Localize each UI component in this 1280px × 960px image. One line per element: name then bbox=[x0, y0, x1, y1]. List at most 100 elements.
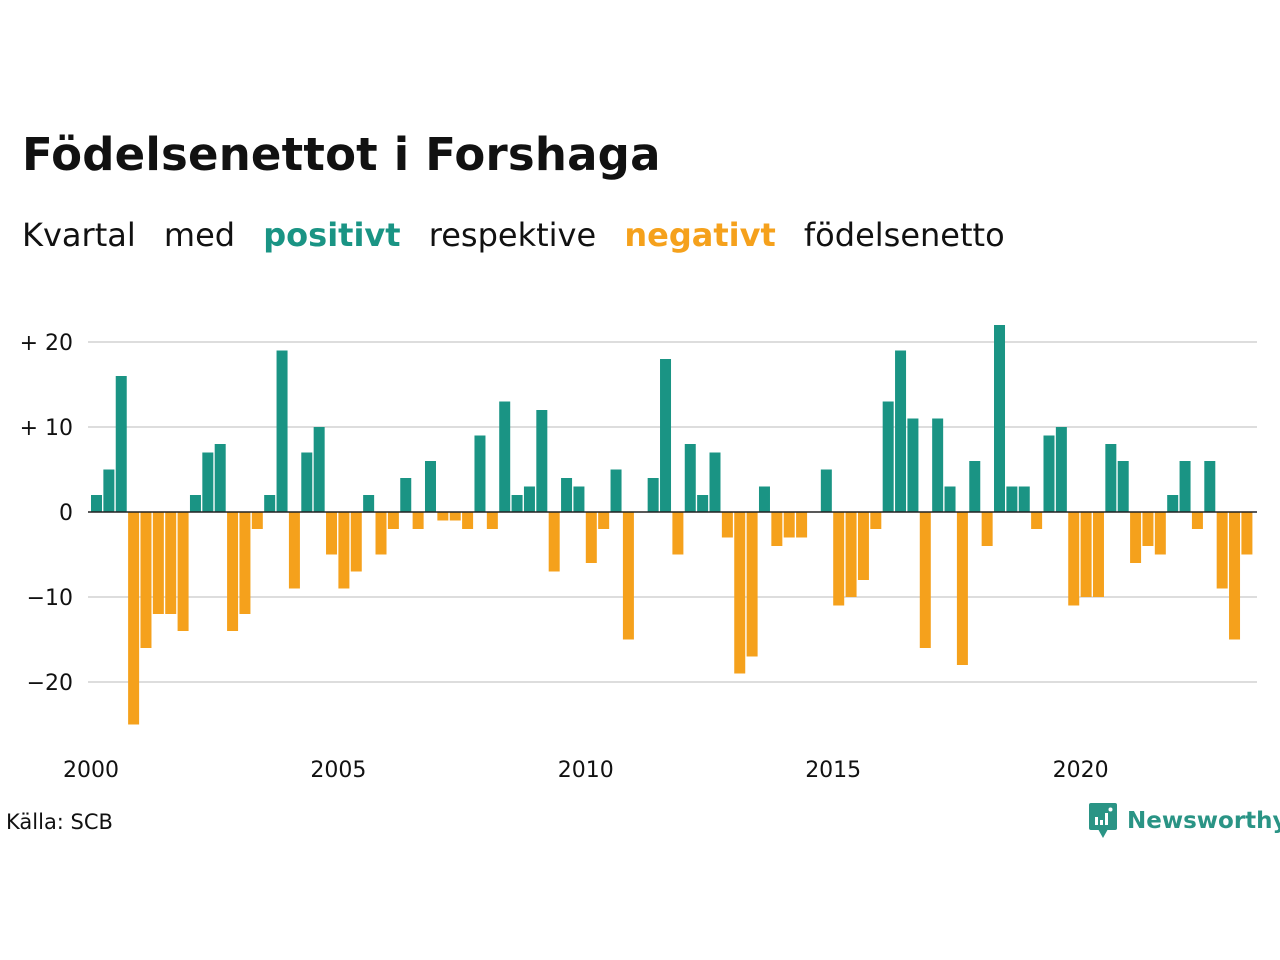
bar-positive bbox=[474, 435, 486, 512]
bar-positive bbox=[301, 452, 313, 512]
subtitle-positive-label: positivt bbox=[263, 216, 401, 254]
bar-positive bbox=[264, 495, 276, 512]
bar-positive bbox=[684, 444, 696, 512]
bar-negative bbox=[833, 512, 845, 606]
bar-negative bbox=[796, 512, 808, 538]
bar-positive bbox=[276, 350, 288, 512]
x-tick-label: 2015 bbox=[805, 758, 861, 783]
subtitle-word: med bbox=[163, 216, 236, 254]
bar-negative bbox=[1154, 512, 1166, 555]
subtitle-word: födelsenetto bbox=[803, 216, 1005, 254]
y-tick-label: −20 bbox=[27, 671, 73, 696]
y-tick-label: 0 bbox=[59, 501, 73, 526]
bar-negative bbox=[239, 512, 251, 614]
bar-positive bbox=[969, 461, 981, 512]
bar-negative bbox=[721, 512, 733, 538]
bar-positive bbox=[932, 418, 944, 512]
bar-positive bbox=[895, 350, 907, 512]
bar-negative bbox=[152, 512, 164, 614]
bars bbox=[91, 325, 1253, 725]
bar-positive bbox=[1055, 427, 1067, 512]
y-tick-label: + 10 bbox=[20, 416, 73, 441]
x-tick-label: 2010 bbox=[558, 758, 614, 783]
bar-negative bbox=[449, 512, 461, 521]
bar-negative bbox=[734, 512, 746, 674]
bar-negative bbox=[338, 512, 350, 589]
bar-positive bbox=[1117, 461, 1129, 512]
bar-negative bbox=[1068, 512, 1080, 606]
bar-positive bbox=[647, 478, 659, 512]
bar-positive bbox=[1105, 444, 1117, 512]
brand-logo-link[interactable]: Newsworthy bbox=[1088, 802, 1280, 840]
bar-positive bbox=[1006, 486, 1018, 512]
bar-negative bbox=[622, 512, 634, 640]
chart-title: Födelsenettot i Forshaga bbox=[22, 128, 661, 181]
bar-positive bbox=[363, 495, 375, 512]
bar-negative bbox=[598, 512, 610, 529]
bar-negative bbox=[326, 512, 338, 555]
x-tick-label: 2000 bbox=[63, 758, 119, 783]
bar-positive bbox=[944, 486, 956, 512]
subtitle-negative-label: negativt bbox=[624, 216, 776, 254]
bar-positive bbox=[610, 469, 622, 512]
bar-positive bbox=[660, 359, 672, 512]
bar-negative bbox=[845, 512, 857, 597]
bar-positive bbox=[1018, 486, 1030, 512]
bar-positive bbox=[573, 486, 585, 512]
bar-positive bbox=[1043, 435, 1055, 512]
bar-positive bbox=[1167, 495, 1179, 512]
bar-positive bbox=[561, 478, 573, 512]
bar-negative bbox=[1216, 512, 1228, 589]
bar-negative bbox=[251, 512, 263, 529]
bar-negative bbox=[857, 512, 869, 580]
bar-negative bbox=[981, 512, 993, 546]
bar-negative bbox=[1241, 512, 1253, 555]
bar-positive bbox=[536, 410, 548, 512]
subtitle-word: respektive bbox=[428, 216, 597, 254]
bar-negative bbox=[227, 512, 239, 631]
bar-positive bbox=[115, 376, 127, 512]
bar-negative bbox=[1031, 512, 1043, 529]
bar-negative bbox=[1191, 512, 1203, 529]
y-axis-labels: + 20 + 10 0 −10 −20 bbox=[20, 331, 73, 696]
bar-negative bbox=[486, 512, 498, 529]
bar-negative bbox=[771, 512, 783, 546]
bar-negative bbox=[412, 512, 424, 529]
x-axis-labels: 2000 2005 2010 2015 2020 bbox=[63, 758, 1109, 783]
bar-positive bbox=[523, 486, 535, 512]
y-tick-label: + 20 bbox=[20, 331, 73, 356]
bar-negative bbox=[1229, 512, 1241, 640]
bar-positive bbox=[400, 478, 412, 512]
bar-positive bbox=[202, 452, 214, 512]
bar-negative bbox=[870, 512, 882, 529]
bar-positive bbox=[1179, 461, 1191, 512]
bar-negative bbox=[548, 512, 560, 572]
bar-positive bbox=[697, 495, 709, 512]
bar-positive bbox=[994, 325, 1006, 512]
bar-positive bbox=[882, 401, 894, 512]
newsworthy-logo-icon bbox=[1089, 803, 1117, 838]
bar-negative bbox=[919, 512, 931, 648]
bar-positive bbox=[424, 461, 436, 512]
bar-negative bbox=[387, 512, 399, 529]
bar-negative bbox=[1142, 512, 1154, 546]
brand-name: Newsworthy bbox=[1127, 808, 1280, 834]
bar-positive bbox=[709, 452, 721, 512]
bar-positive bbox=[511, 495, 523, 512]
bar-positive bbox=[91, 495, 102, 512]
bar-negative bbox=[350, 512, 362, 572]
bar-negative bbox=[783, 512, 795, 538]
bar-negative bbox=[140, 512, 152, 648]
bar-negative bbox=[165, 512, 177, 614]
x-tick-label: 2020 bbox=[1053, 758, 1109, 783]
bar-negative bbox=[288, 512, 300, 589]
source-note: Källa: SCB bbox=[6, 810, 113, 834]
x-tick-label: 2005 bbox=[310, 758, 366, 783]
bar-positive bbox=[758, 486, 770, 512]
y-tick-label: −10 bbox=[27, 586, 73, 611]
bar-positive bbox=[820, 469, 832, 512]
bar-negative bbox=[462, 512, 474, 529]
bar-negative bbox=[956, 512, 968, 665]
bar-positive bbox=[189, 495, 201, 512]
bar-negative bbox=[375, 512, 387, 555]
